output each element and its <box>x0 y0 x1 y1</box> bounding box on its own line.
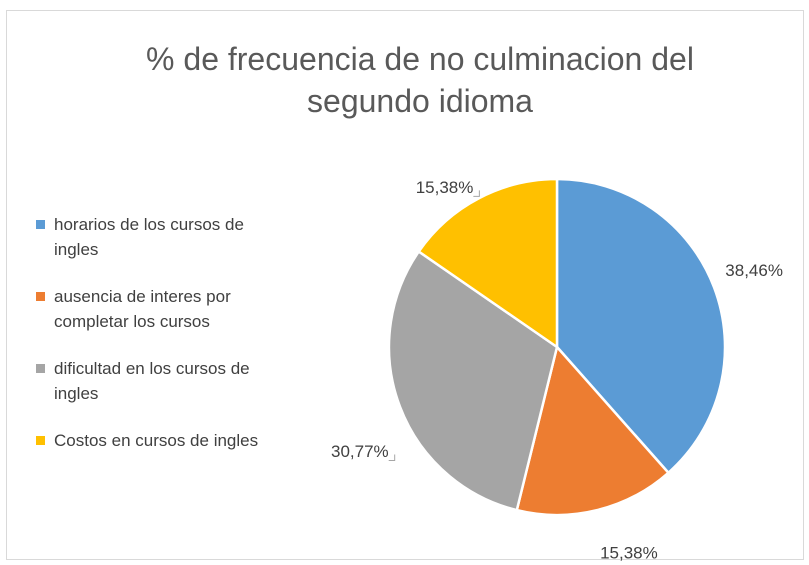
pie-slice <box>515 344 671 517</box>
pie-slice <box>555 177 727 475</box>
legend-label: ausencia de interes por completar los cu… <box>54 287 231 331</box>
legend-label: Costos en cursos de ingles <box>54 431 259 450</box>
leader-line <box>388 454 396 462</box>
legend-entry: Costos en cursos de ingles <box>36 428 284 453</box>
data-label: 38,46% <box>725 261 783 280</box>
legend-swatch <box>36 436 45 445</box>
data-label: 15,38% <box>416 178 474 197</box>
data-label: 30,77% <box>331 442 389 461</box>
chart-frame <box>6 10 804 560</box>
legend-swatch <box>36 220 45 229</box>
chart-title: % de frecuencia de no culminacion del se… <box>146 41 694 119</box>
leader-line <box>473 190 480 197</box>
legend-entry: horarios de los cursos de ingles <box>36 212 284 262</box>
legend-swatch <box>36 292 45 301</box>
legend-label: dificultad en los cursos de ingles <box>54 359 250 403</box>
data-label: 15,38% <box>600 543 658 562</box>
legend-swatch <box>36 364 45 373</box>
pie-slice <box>417 177 559 350</box>
pie-slice <box>387 249 559 512</box>
legend-label: horarios de los cursos de ingles <box>54 215 244 259</box>
legend: horarios de los cursos de ingles ausencia… <box>36 212 296 475</box>
legend-entry: ausencia de interes por completar los cu… <box>36 284 284 334</box>
legend-entry: dificultad en los cursos de ingles <box>36 356 284 406</box>
